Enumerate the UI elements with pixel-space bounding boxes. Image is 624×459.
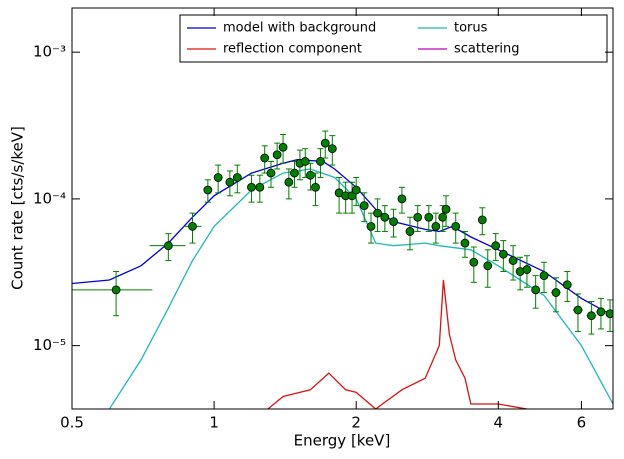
data-point [498,249,508,259]
data-point [587,311,596,321]
data-point [306,170,315,180]
data-point [327,144,337,154]
data-point [522,265,532,274]
data-point [290,168,299,178]
data-point [441,204,451,214]
y-axis-label: Count rate [cts/s/keV] [9,126,27,290]
data-point [260,153,270,163]
x-axis-label: Energy [keV] [294,432,391,450]
data-point [508,256,518,265]
data-point [366,221,376,231]
data-point [188,221,197,231]
data-point [483,261,493,271]
legend-box [179,14,608,63]
x-tick-label: 6 [577,414,587,432]
data-point [203,185,213,195]
data-point [477,215,487,225]
y-tick-label: 10⁻⁵ [33,336,66,354]
data-point [460,238,470,248]
data-point [380,212,390,222]
data-point [605,309,613,319]
data-point [351,185,361,195]
data-point [316,157,325,166]
data-point [389,217,398,227]
data-point [225,177,235,187]
data-point [405,227,415,236]
data-point [469,257,479,267]
data-point [311,182,320,192]
data-point [320,138,330,148]
legend-label: torus [454,21,488,36]
data-point [373,208,382,218]
data-point [300,157,310,166]
x-tick-label: 0.5 [60,414,84,432]
data-point [284,177,294,187]
data-point [531,285,541,295]
x-tick-label: 4 [494,414,504,432]
y-tick-label: 10⁻⁴ [33,189,66,207]
plot-area [72,130,613,409]
axes-frame [71,7,614,410]
legend-label: scattering [454,42,520,57]
data-point [359,201,369,211]
x-tick-label: 2 [351,414,361,432]
data-point [431,221,441,231]
data-point [247,182,256,192]
data-point [424,212,434,222]
data-point [539,271,549,281]
data-point [596,307,606,317]
x-tick-label: 1 [209,414,219,432]
data-point [213,173,223,182]
data-point [255,182,265,192]
series-line [267,279,528,409]
data-point [272,150,282,160]
legend-label: model with background [223,21,376,36]
data-point [551,288,561,297]
data-point [451,221,461,231]
data-point [163,241,173,251]
data-point [562,280,572,290]
data-point [438,212,448,222]
y-tick-label: 10⁻³ [33,43,66,61]
data-point [111,285,121,295]
data-point [278,142,288,152]
legend: model with background torus reflection com… [187,21,520,57]
data-point [232,173,242,182]
series-line [72,159,613,317]
data-point [266,168,276,178]
data-point [397,194,407,204]
data-point [413,212,423,222]
legend-label: reflection component [223,42,362,57]
data-point [573,305,583,315]
data-point [491,241,501,251]
